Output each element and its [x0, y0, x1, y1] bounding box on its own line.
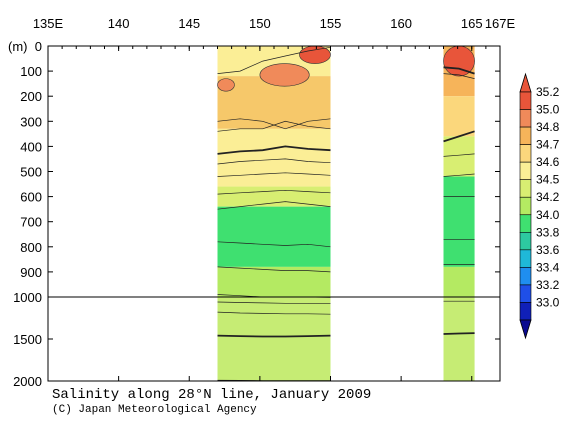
- x-tick-label: 167E: [485, 16, 516, 31]
- salinity-layer-6: [217, 266, 331, 297]
- colorbar-label: 34.2: [536, 190, 560, 204]
- colorbar-swatch: [519, 302, 532, 321]
- colorbar-label: 34.6: [536, 155, 560, 169]
- y-tick-label: 900: [20, 265, 42, 280]
- y-tick-label: 700: [20, 215, 42, 230]
- x-tick-label: 160: [390, 16, 412, 31]
- colorbar-label: 35.2: [536, 85, 560, 99]
- colorbar-swatch: [519, 232, 532, 251]
- colorbar-swatch: [519, 267, 532, 286]
- salinity-layer-5: [443, 266, 475, 297]
- x-tick-label: 140: [108, 16, 130, 31]
- colorbar-swatch: [519, 179, 532, 198]
- data-section-2: [443, 45, 475, 381]
- contour-line-5: [217, 158, 331, 165]
- colorbar-label: 34.5: [536, 173, 560, 187]
- colorbar-swatch: [519, 91, 532, 110]
- contour-line-9: [217, 241, 331, 248]
- colorbar-swatch: [519, 196, 532, 216]
- colorbar-swatch: [519, 126, 532, 145]
- colorbar-swatch: [519, 109, 532, 128]
- colorbar-swatch: [519, 214, 532, 233]
- x-tick-label: 135E: [33, 16, 64, 31]
- y-tick-label: 100: [20, 64, 42, 79]
- contour-line-10: [217, 266, 331, 273]
- depth-unit-label: (m): [8, 39, 28, 54]
- contour-line-14: [217, 334, 331, 338]
- colorbar-swatch: [519, 144, 532, 163]
- contour-line-10: [443, 332, 475, 335]
- high-salinity-patch-1: [299, 45, 331, 64]
- colorbar: 35.2 35.0 34.8 34.7 34.6 34.5 34.2 34.0 33.8 33.6…: [519, 72, 560, 340]
- colorbar-label: 33.8: [536, 225, 560, 239]
- salinity-layer-4: [217, 186, 331, 207]
- contour-line-2: [443, 73, 475, 79]
- colorbar-label: 33.6: [536, 243, 560, 257]
- contour-line-4: [443, 153, 475, 157]
- y-tick-label: 500: [20, 165, 42, 180]
- salinity-layer-5: [217, 206, 331, 267]
- chart-credit: (C) Japan Meteorological Agency: [52, 404, 257, 416]
- colorbar-label: 34.0: [536, 208, 560, 222]
- contour-line-13: [217, 311, 331, 315]
- contour-line-3: [217, 120, 331, 132]
- colorbar-label: 34.7: [536, 138, 560, 152]
- colorbar-label: 33.2: [536, 278, 560, 292]
- contour-line-7: [217, 189, 331, 195]
- contour-line-1: [443, 66, 475, 75]
- x-tick-label: 165: [461, 16, 483, 31]
- colorbar-label: 33.4: [536, 260, 560, 274]
- salinity-layer-2: [443, 96, 475, 137]
- colorbar-swatch: [519, 161, 532, 180]
- salinity-layer-3: [443, 136, 475, 177]
- x-tick-label: 155: [320, 16, 342, 31]
- salinity-layer-7: [217, 297, 331, 381]
- high-salinity-patch-2: [259, 63, 310, 87]
- contour-line-5: [443, 173, 475, 177]
- colorbar-bottom-arrow: [519, 319, 532, 340]
- y-tick-label: 1500: [13, 332, 42, 347]
- colorbar-label: 33.0: [536, 295, 560, 309]
- salinity-layer-4: [443, 176, 475, 267]
- contour-line-12: [217, 301, 331, 305]
- contour-line-8: [217, 201, 331, 210]
- contour-line-6: [217, 172, 331, 177]
- salinity-layer-6: [443, 297, 475, 381]
- data-section-1: [217, 45, 331, 381]
- colorbar-swatch: [519, 284, 532, 303]
- colorbar-label: 35.0: [536, 103, 560, 117]
- colorbar-label: 34.8: [536, 120, 560, 134]
- colorbar-swatch: [519, 249, 532, 268]
- y-tick-label: 0: [35, 39, 42, 54]
- contour-line-1: [217, 46, 331, 74]
- y-tick-label: 800: [20, 240, 42, 255]
- x-tick-label: 150: [249, 16, 271, 31]
- salinity-layer-3: [217, 128, 331, 187]
- y-tick-label: 1000: [13, 290, 42, 305]
- y-tick-label: 300: [20, 114, 42, 129]
- colorbar-top-arrow: [519, 72, 532, 93]
- y-tick-label: 600: [20, 190, 42, 205]
- y-tick-label: 200: [20, 89, 42, 104]
- high-salinity-patch-3: [217, 78, 235, 92]
- contour-line-4: [217, 145, 331, 155]
- chart-title: Salinity along 28°N line, January 2009: [52, 387, 371, 403]
- y-tick-label: 400: [20, 139, 42, 154]
- x-tick-label: 145: [178, 16, 200, 31]
- contour-line-3: [443, 130, 475, 143]
- y-tick-label: 2000: [13, 374, 42, 389]
